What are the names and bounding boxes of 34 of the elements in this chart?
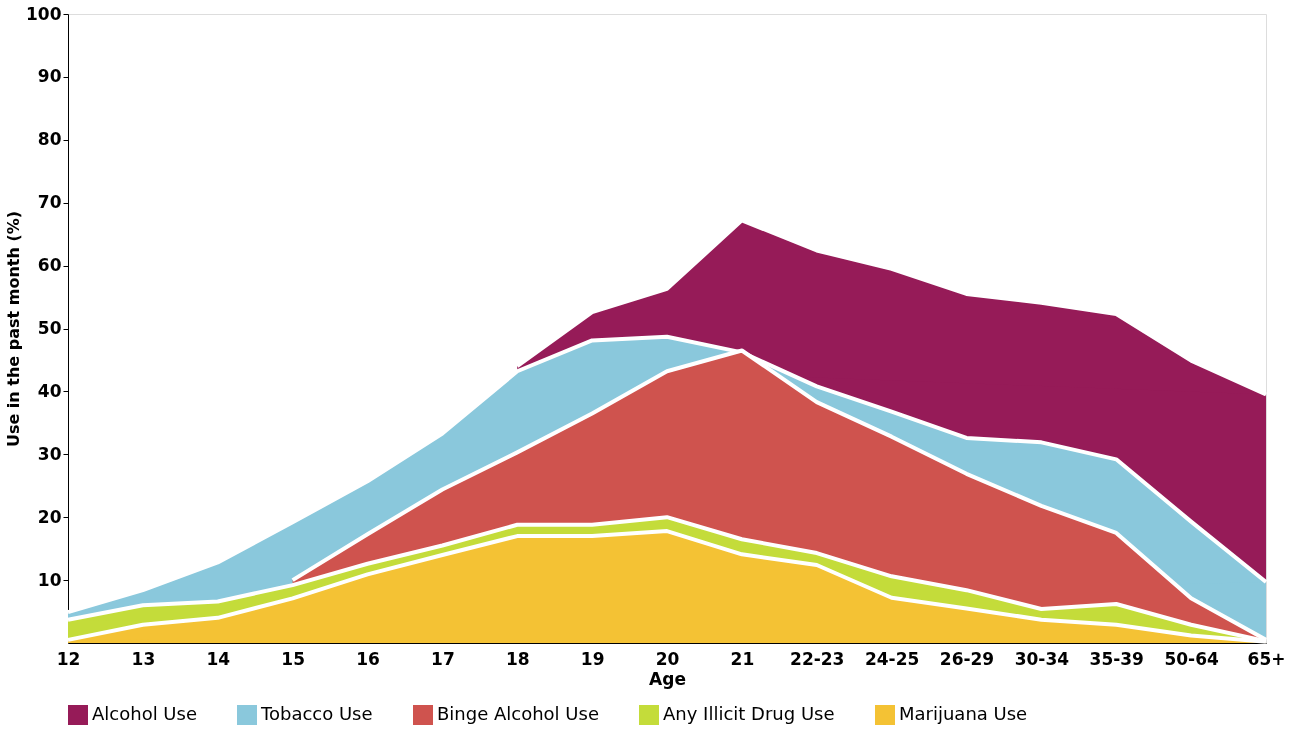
y-tick-label: 50 (37, 318, 62, 338)
y-tick-label: 60 (37, 255, 62, 276)
x-tick-label: 22-23 (790, 648, 845, 669)
y-tick-label: 40 (37, 380, 62, 401)
x-tick-label: 13 (131, 648, 156, 669)
x-tick-label: 18 (505, 648, 530, 669)
legend-label: Marijuana Use (899, 703, 1028, 724)
y-tick-label: 90 (37, 66, 62, 87)
x-tick-label: 14 (206, 648, 231, 669)
x-tick-label: 65+ (1247, 648, 1286, 669)
y-tick-label: 70 (37, 192, 62, 213)
y-tick-label: 30 (37, 443, 62, 464)
x-tick-label: 15 (281, 648, 305, 669)
y-tick-label: 100 (26, 3, 62, 24)
y-tick-label: 10 (37, 569, 62, 590)
legend-label: Binge Alcohol Use (437, 703, 599, 724)
x-tick-label: 19 (580, 648, 605, 669)
legend-label: Any Illicit Drug Use (663, 703, 835, 724)
x-tick-label: 50-64 (1164, 648, 1219, 669)
legend-label: Tobacco Use (260, 703, 373, 724)
x-tick-label: 24-25 (864, 648, 920, 669)
y-axis-title: Use in the past month (%) (4, 210, 24, 448)
y-tick-label: 20 (37, 506, 62, 527)
y-tick-label: 80 (37, 129, 62, 150)
x-tick-label: 12 (56, 648, 81, 669)
x-tick-label: 16 (356, 648, 380, 669)
x-tick-label: 26-29 (939, 648, 995, 669)
x-tick-label: 35-39 (1089, 648, 1144, 669)
x-axis-title: Age (649, 668, 686, 689)
x-tick-label: 17 (431, 648, 455, 669)
x-tick-label: 30-34 (1014, 648, 1070, 669)
x-tick-label: 21 (730, 648, 755, 669)
legend-label: Alcohol Use (92, 703, 197, 724)
x-tick-label: 20 (655, 648, 680, 669)
